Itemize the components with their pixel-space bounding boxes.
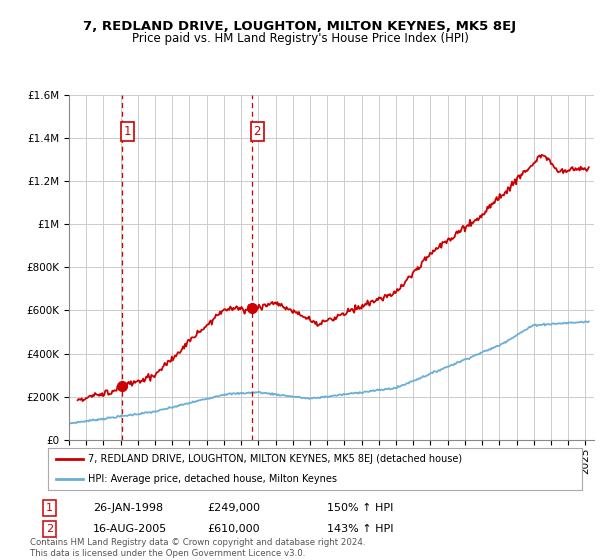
Text: 7, REDLAND DRIVE, LOUGHTON, MILTON KEYNES, MK5 8EJ (detached house): 7, REDLAND DRIVE, LOUGHTON, MILTON KEYNE… — [88, 454, 462, 464]
Text: 1: 1 — [124, 125, 131, 138]
Text: £249,000: £249,000 — [207, 503, 260, 513]
Text: Price paid vs. HM Land Registry's House Price Index (HPI): Price paid vs. HM Land Registry's House … — [131, 31, 469, 45]
Text: 143% ↑ HPI: 143% ↑ HPI — [327, 524, 394, 534]
Text: Contains HM Land Registry data © Crown copyright and database right 2024.
This d: Contains HM Land Registry data © Crown c… — [30, 538, 365, 558]
Text: 26-JAN-1998: 26-JAN-1998 — [93, 503, 163, 513]
Text: 16-AUG-2005: 16-AUG-2005 — [93, 524, 167, 534]
Text: HPI: Average price, detached house, Milton Keynes: HPI: Average price, detached house, Milt… — [88, 474, 337, 484]
Text: £610,000: £610,000 — [207, 524, 260, 534]
Text: 150% ↑ HPI: 150% ↑ HPI — [327, 503, 394, 513]
Text: 1: 1 — [46, 503, 53, 513]
Text: 2: 2 — [254, 125, 261, 138]
Text: 7, REDLAND DRIVE, LOUGHTON, MILTON KEYNES, MK5 8EJ: 7, REDLAND DRIVE, LOUGHTON, MILTON KEYNE… — [83, 20, 517, 34]
Text: 2: 2 — [46, 524, 53, 534]
